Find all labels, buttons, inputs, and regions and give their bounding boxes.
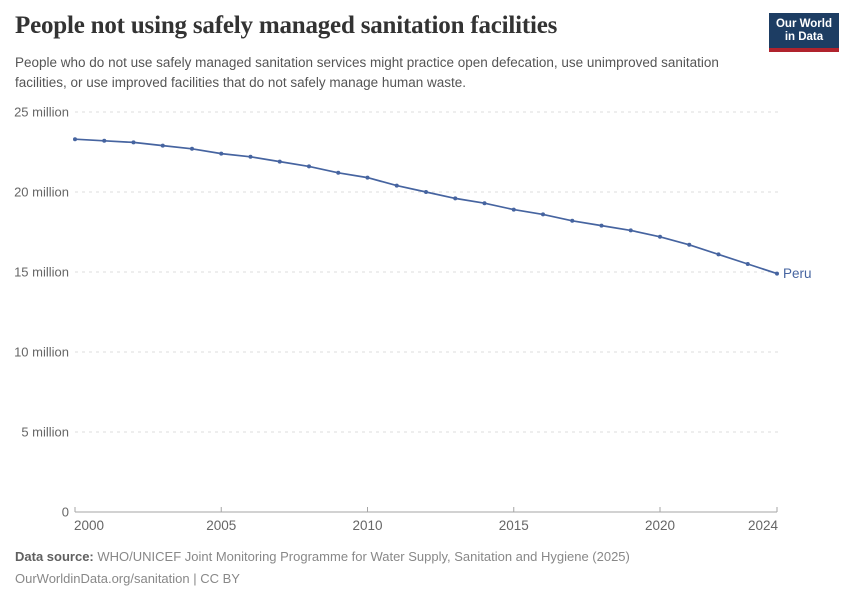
x-axis-label: 2010	[352, 518, 382, 533]
x-axis-label: 2024	[748, 518, 779, 533]
data-point	[511, 207, 516, 212]
y-axis-label: 20 million	[14, 185, 69, 200]
line-chart: 0 5 million 10 million 15 million 20 million…	[14, 105, 812, 534]
data-point	[307, 164, 311, 169]
data-point	[336, 170, 341, 175]
data-point	[628, 228, 633, 233]
data-point	[131, 140, 136, 145]
chart-subtitle: People who do not use safely managed san…	[15, 55, 719, 90]
y-axis-label: 10 million	[14, 345, 69, 360]
data-point	[541, 212, 545, 217]
x-axis-label: 2000	[74, 518, 104, 533]
data-point	[160, 143, 165, 148]
chart-footer: Data source: WHO/UNICEF Joint Monitoring…	[15, 546, 815, 591]
data-point	[394, 183, 399, 188]
owid-logo-line2: in Data	[784, 31, 824, 43]
owid-logo-line1: Our World	[775, 18, 832, 30]
x-axis-label: 2015	[499, 518, 529, 533]
y-axis-label: 25 million	[14, 105, 69, 120]
y-axis-label: 0	[62, 505, 69, 520]
x-axis-label: 2020	[645, 518, 675, 533]
data-source-text: WHO/UNICEF Joint Monitoring Programme fo…	[97, 549, 630, 564]
data-point	[453, 196, 458, 201]
data-source-line: Data source: WHO/UNICEF Joint Monitoring…	[15, 546, 815, 568]
data-point	[424, 190, 428, 194]
data-point	[658, 234, 662, 239]
owid-logo: Our World in Data	[768, 13, 839, 52]
data-point	[365, 175, 370, 180]
data-point	[248, 154, 253, 159]
data-source-label: Data source:	[15, 549, 94, 564]
data-point	[219, 151, 224, 156]
data-point	[190, 146, 194, 151]
page-title: People not using safely managed sanitati…	[15, 12, 558, 39]
y-axis-label: 5 million	[21, 425, 69, 440]
data-point	[775, 271, 779, 276]
data-point	[482, 201, 487, 206]
data-point	[716, 252, 721, 257]
data-point	[102, 138, 107, 143]
series-label-peru: Peru	[783, 266, 812, 281]
x-axis-label: 2005	[206, 518, 236, 533]
license-line: OurWorldinData.org/sanitation | CC BY	[15, 571, 240, 587]
data-point	[73, 137, 77, 142]
data-point	[599, 223, 604, 228]
data-point	[277, 159, 282, 164]
data-point	[745, 262, 750, 266]
data-point	[687, 242, 692, 247]
y-axis-label: 15 million	[14, 265, 69, 280]
data-point	[570, 218, 575, 223]
series-line-peru	[74, 138, 778, 275]
